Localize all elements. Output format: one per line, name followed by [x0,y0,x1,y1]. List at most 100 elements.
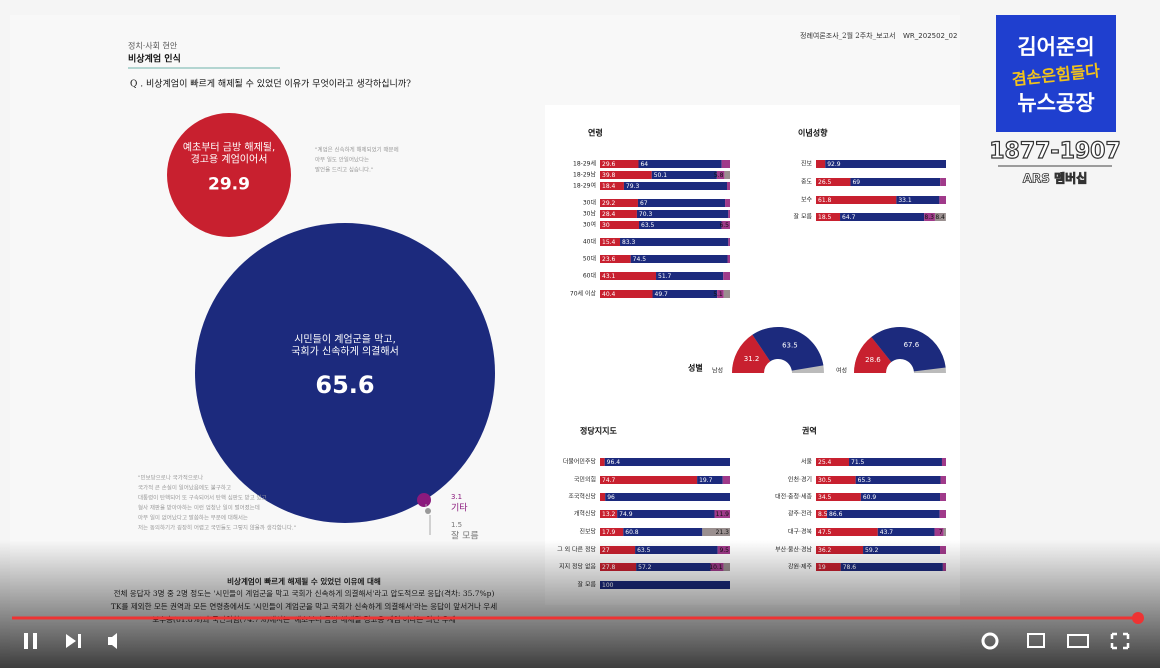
segment-value: 6.5 [719,222,729,229]
segment-value: 5.8 [714,172,724,179]
question: Q . 비상계엄이 빠르게 해제될 수 있었던 이유가 무엇이라고 생각하십니까… [130,78,411,90]
group-title: 이념성향 [798,128,828,138]
quote-text: 발언을 드리고 싶습니다." [315,166,373,174]
segment-value: 65.3 [858,477,872,484]
segment-unlabeled [943,528,946,536]
bar-segment [617,510,715,518]
semicircle-segment [752,327,824,371]
row-label: 더불어민주당 [563,458,597,466]
segment-value: 28.4 [602,211,616,218]
bar-segment [714,510,730,518]
report-name: 정례여론조사_2월 2주차_보고서 [800,31,895,40]
segment-value: 67.6 [904,341,920,349]
quote-text: 형사 재판을 받아야하는 이런 엄청난 일이 벌어졌는데 [138,504,260,512]
bar-segment [849,458,942,466]
segment-value: 25.4 [818,459,832,466]
segment-value: 67 [640,200,648,207]
bar-segment [605,493,730,501]
row-label: 보수 [801,197,813,204]
segment-value: 31.2 [744,355,760,363]
gender-label: 남성 [712,367,723,375]
bar-segment [600,255,631,263]
miniplayer-button[interactable] [1027,633,1045,648]
row-label: 광주·전라 [788,510,812,518]
quote-text: "계엄은 신속하게 해제되었기 때문에 [315,146,399,154]
bar-segment [702,528,730,536]
bubble-label: 잘 모름 [451,530,479,542]
segment-value: 96.4 [607,459,621,466]
bar-segment [924,213,935,221]
segment-unlabeled [723,290,730,298]
row-label: 중도 [801,179,813,186]
row-label: 18-29세 [573,160,596,168]
segment-unlabeled [600,493,606,501]
segment-unlabeled [727,255,730,263]
segment-value: 5.1 [713,291,723,298]
segment-value: 29.6 [602,161,616,168]
bar-segment [697,476,723,484]
segment-unlabeled [725,199,730,207]
quote-text: 아무 일이 없어났다고 말씀하는 부분에 대해서는 [138,514,248,522]
player-shade [0,540,1160,668]
segment-value: 64.7 [842,214,856,221]
bar-segment [717,290,724,298]
pause-button[interactable] [24,633,28,649]
settings-button[interactable] [981,632,999,650]
group-title: 연령 [588,128,603,138]
segment-value: 19.7 [699,477,713,484]
segment-value: 83.3 [622,239,636,246]
segment-value: 21.3 [716,529,730,536]
segment-value: 23.6 [602,256,616,263]
bubble-value: 1.5 [451,521,462,529]
segment-value: 74.9 [619,511,633,518]
fullscreen-button[interactable] [1110,632,1130,650]
progress-handle[interactable] [1132,612,1144,624]
segment-unlabeled [721,160,730,168]
segment-value: 74.7 [602,477,616,484]
segment-value: 28.6 [865,356,881,364]
logo-top: 김어준의 [1017,35,1094,59]
segment-value: 50.1 [654,172,668,179]
bar-segment [855,476,941,484]
phone: 1877-1907 [989,139,1121,164]
segment-value: 79.3 [626,183,640,190]
bubble-label: 국회가 신속하게 의결해서 [291,344,399,357]
group-title: 권역 [802,426,817,436]
row-label: 30여 [583,221,596,229]
segment-value: 51.7 [658,273,672,280]
segment-unlabeled [728,210,730,218]
bar-segment [816,493,861,501]
next-button[interactable] [66,634,81,648]
row-label: 40대 [583,238,596,246]
bar-segment [604,458,730,466]
theater-button[interactable] [1067,634,1089,648]
semicircle-segment [732,334,771,373]
bar-segment [600,182,624,190]
segment-value: 8.5 [818,511,828,518]
logo-box [996,15,1116,132]
bar-segment [623,182,728,190]
bar-segment [630,255,728,263]
segment-value: 40.4 [602,291,616,298]
row-label: 진보 [801,160,813,168]
segment-value: 34.5 [818,494,832,501]
bar-segment [600,221,639,229]
bar-segment [816,178,851,186]
segment-value: 60.8 [625,529,639,536]
segment-value: 61.8 [818,197,832,204]
bubble [167,113,291,237]
bar-segment [816,458,850,466]
bar-segment [600,199,638,207]
segment-value: 47.5 [818,529,832,536]
doc-id: WR_202502_02 [903,32,957,40]
quote-text: 대통령이 탄핵되어 또 구속되어서 탄핵 심판도 받고 있고 [138,494,267,502]
row-label: 진보당 [579,528,596,536]
bubble-value: 3.1 [451,493,462,501]
row-label: 60대 [583,272,596,280]
segment-value: 71.5 [851,459,865,466]
segment-value: 8.3 [924,214,934,221]
bar-segment [600,238,621,246]
volume-button[interactable] [108,633,117,649]
segment-value: 74.5 [633,256,647,263]
bar-segment [600,528,624,536]
